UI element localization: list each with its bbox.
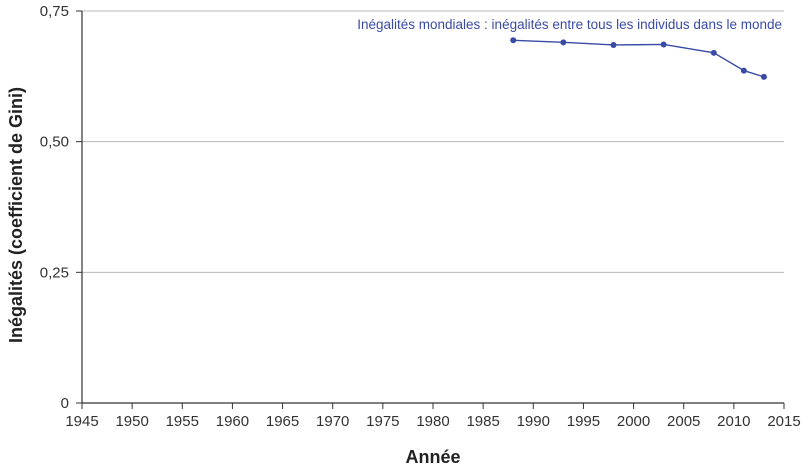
x-axis-ticks: 1945 1950 1955 1960 1965 1970 1975 1980 1985 1990…: [65, 403, 801, 430]
data-point: [560, 39, 567, 46]
x-tick-label: 1995: [567, 413, 600, 430]
x-tick-label: 1990: [517, 413, 550, 430]
data-point: [660, 41, 667, 48]
x-tick-label: 1945: [65, 413, 98, 430]
series-group: [510, 37, 767, 80]
x-tick-label: 1975: [366, 413, 399, 430]
x-tick-label: 1950: [115, 413, 148, 430]
x-axis-label: Année: [405, 447, 460, 467]
x-tick-label: 2005: [667, 413, 700, 430]
x-tick-label: 2000: [617, 413, 650, 430]
y-axis-ticks: 0 0,25 0,50 0,75: [40, 3, 82, 412]
x-tick-label: 2010: [717, 413, 750, 430]
data-point: [760, 73, 767, 80]
data-point: [710, 49, 717, 56]
x-tick-label: 2015: [767, 413, 800, 430]
y-tick-label: 0: [61, 395, 69, 412]
x-tick-label: 1960: [216, 413, 249, 430]
x-tick-label: 1980: [416, 413, 449, 430]
x-tick-label: 1955: [166, 413, 199, 430]
data-point: [610, 41, 617, 48]
y-axis-label: Inégalités (coefficient de Gini): [6, 87, 26, 343]
y-tick-label: 0,75: [40, 3, 69, 20]
series-label: Inégalités mondiales : inégalités entre …: [357, 17, 782, 32]
series-line: [513, 39, 765, 78]
x-tick-label: 1985: [466, 413, 499, 430]
y-tick-label: 0,25: [40, 264, 69, 281]
gridlines: [82, 10, 784, 273]
data-point: [740, 67, 747, 74]
y-tick-label: 0,50: [40, 134, 69, 151]
x-tick-label: 1970: [316, 413, 349, 430]
data-point: [510, 37, 517, 44]
x-tick-label: 1965: [266, 413, 299, 430]
